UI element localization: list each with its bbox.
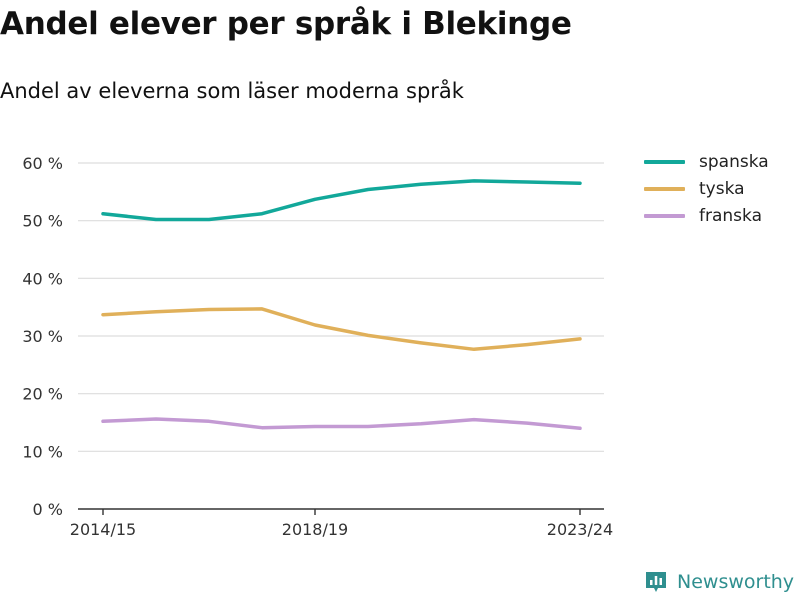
chart-title: Andel elever per språk i Blekinge <box>0 6 572 42</box>
x-tick-label: 2018/19 <box>282 520 348 539</box>
legend-item-spanska[interactable]: spanska <box>644 148 769 175</box>
series-line-spanska <box>101 179 582 222</box>
brand-logo[interactable]: Newsworthy <box>644 570 794 594</box>
legend-label: spanska <box>699 151 769 172</box>
y-tick-label: 0 % <box>33 500 63 519</box>
x-tick-label: 2014/15 <box>70 520 136 539</box>
legend-item-tyska[interactable]: tyska <box>644 175 769 202</box>
y-tick-label: 30 % <box>22 327 63 346</box>
series-line-franska <box>101 417 582 431</box>
y-tick-label: 50 % <box>22 212 63 231</box>
legend-item-franska[interactable]: franska <box>644 202 769 229</box>
legend-label: tyska <box>699 178 745 199</box>
y-tick-label: 10 % <box>22 442 63 461</box>
newsworthy-logo-icon <box>646 572 666 592</box>
brand-name: Newsworthy <box>677 571 795 593</box>
y-tick-label: 40 % <box>22 269 63 288</box>
series-line-tyska <box>101 307 582 352</box>
x-tick-label: 2023/24 <box>547 520 613 539</box>
y-tick-label: 20 % <box>22 385 63 404</box>
legend-label: franska <box>699 205 762 226</box>
legend-swatch <box>644 186 685 191</box>
legend-swatch <box>644 159 685 164</box>
legend: spanska tyska franska <box>644 148 769 229</box>
legend-swatch <box>644 213 685 218</box>
y-tick-label: 60 % <box>22 154 63 173</box>
chart-subtitle: Andel av eleverna som läser moderna språ… <box>0 79 464 103</box>
